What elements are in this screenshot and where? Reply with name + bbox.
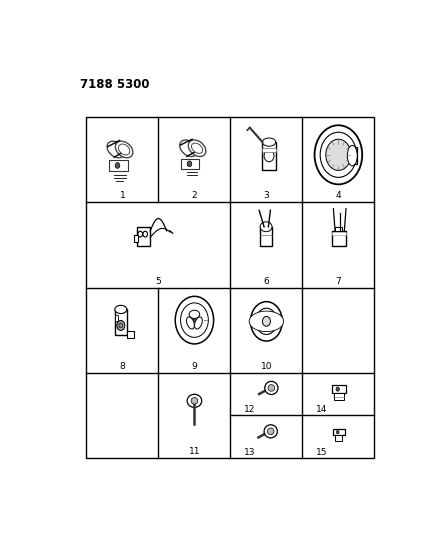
Bar [262, 148, 275, 151]
Text: 1: 1 [119, 191, 125, 200]
Bar [332, 232, 345, 235]
Ellipse shape [346, 146, 357, 166]
Bar [333, 429, 344, 435]
Circle shape [187, 161, 191, 167]
Ellipse shape [320, 132, 356, 177]
Circle shape [143, 231, 147, 237]
Text: 3: 3 [263, 191, 269, 200]
Ellipse shape [179, 140, 197, 157]
Circle shape [138, 231, 142, 237]
Ellipse shape [191, 398, 197, 404]
Ellipse shape [191, 143, 202, 154]
Ellipse shape [255, 308, 276, 335]
Ellipse shape [262, 317, 270, 326]
Circle shape [335, 387, 339, 391]
Circle shape [115, 163, 120, 168]
Ellipse shape [189, 310, 199, 319]
Ellipse shape [187, 394, 201, 407]
Text: 5: 5 [155, 277, 161, 286]
Bar [259, 227, 272, 246]
Text: 2: 2 [191, 191, 197, 200]
Ellipse shape [249, 311, 283, 332]
Ellipse shape [250, 302, 282, 341]
Bar [332, 231, 345, 246]
Ellipse shape [175, 296, 213, 344]
Ellipse shape [115, 141, 132, 158]
Bar [134, 235, 137, 243]
Ellipse shape [263, 149, 273, 162]
Text: 10: 10 [260, 362, 271, 371]
Bar [86, 117, 374, 458]
Ellipse shape [107, 141, 124, 158]
Text: 7188 5300: 7188 5300 [80, 78, 149, 91]
Ellipse shape [325, 139, 350, 171]
Circle shape [193, 319, 195, 321]
Ellipse shape [180, 303, 208, 337]
Bar [346, 147, 357, 164]
Ellipse shape [262, 138, 275, 146]
Text: 14: 14 [315, 405, 327, 414]
Ellipse shape [186, 317, 194, 329]
Bar [262, 142, 275, 170]
Ellipse shape [118, 144, 130, 155]
Bar [181, 158, 199, 169]
Circle shape [117, 320, 124, 330]
Bar [115, 315, 118, 321]
Ellipse shape [115, 305, 127, 313]
Bar [334, 393, 343, 400]
Circle shape [336, 431, 338, 434]
Ellipse shape [263, 425, 276, 438]
Text: 6: 6 [263, 277, 269, 286]
Text: 7: 7 [335, 277, 340, 286]
Text: 8: 8 [119, 362, 125, 371]
Ellipse shape [264, 381, 277, 394]
Bar [137, 227, 150, 246]
Bar [127, 331, 134, 338]
Ellipse shape [194, 317, 202, 329]
Text: 9: 9 [191, 362, 197, 371]
Bar [334, 227, 341, 231]
Text: 15: 15 [315, 448, 327, 457]
Bar [108, 160, 127, 171]
Bar [115, 310, 127, 335]
Ellipse shape [314, 125, 361, 184]
Bar [334, 435, 342, 441]
Text: 13: 13 [244, 448, 255, 457]
Ellipse shape [188, 140, 205, 157]
Text: 11: 11 [188, 447, 200, 456]
Ellipse shape [267, 428, 273, 434]
Circle shape [118, 323, 123, 328]
Ellipse shape [268, 385, 274, 391]
Text: 12: 12 [244, 405, 255, 414]
Text: 4: 4 [335, 191, 340, 200]
Bar [332, 385, 345, 393]
Ellipse shape [259, 222, 271, 232]
